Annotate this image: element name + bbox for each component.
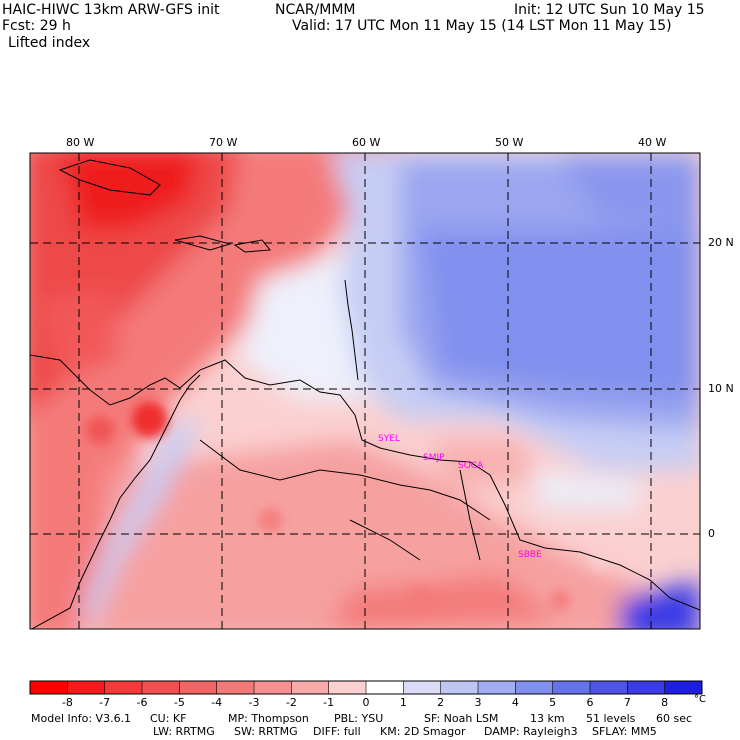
lon-label-80w: 80 W xyxy=(66,136,95,149)
colorbar-tick-label: -5 xyxy=(173,696,185,709)
field-shading xyxy=(30,153,700,629)
colorbar-swatch xyxy=(291,681,330,694)
colorbar-tick-label: -1 xyxy=(323,696,335,709)
station-smjp: SMJP xyxy=(423,453,445,463)
model-title: HAIC-HIWC 13km ARW-GFS init xyxy=(2,2,220,18)
colorbar-swatch xyxy=(478,681,516,694)
colorbar-tick-label: -2 xyxy=(285,696,297,709)
colorbar-swatch xyxy=(440,681,479,694)
colorbar-swatch xyxy=(328,681,367,694)
colorbar-tick-label: 0 xyxy=(362,696,370,709)
shortwave-scheme: SW: RRTMG xyxy=(234,725,298,738)
colorbar-tick-label: 7 xyxy=(623,696,631,709)
colorbar-swatch xyxy=(142,681,180,694)
model-info: Model Info: V3.6.1 xyxy=(31,712,132,725)
colorbar-swatch xyxy=(515,681,554,694)
cumulus-scheme: CU: KF xyxy=(150,712,187,725)
microphysics-scheme: MP: Thompson xyxy=(228,712,309,725)
colorbar-tick-label: 6 xyxy=(586,696,594,709)
colorbar-tick-label: 2 xyxy=(437,696,445,709)
org-label: NCAR/MMM xyxy=(275,2,356,18)
station-syel: SYEL xyxy=(378,434,400,444)
damping: DAMP: Rayleigh3 xyxy=(484,725,578,738)
lat-label-0: 0 xyxy=(708,527,715,540)
time-step: 60 sec xyxy=(656,712,693,725)
colorbar-swatch xyxy=(30,681,68,694)
station-sbbe: SBBE xyxy=(518,550,542,560)
colorbar-swatch xyxy=(366,681,404,694)
colorbar xyxy=(29,680,703,695)
lat-label-20n: 20 N xyxy=(708,236,734,249)
vertical-levels: 51 levels xyxy=(586,712,636,725)
lon-label-60w: 60 W xyxy=(352,136,381,149)
km-option: KM: 2D Smagor xyxy=(380,725,466,738)
surface-layer: SFLAY: MM5 xyxy=(592,725,657,738)
field-name: Lifted index xyxy=(8,35,91,51)
graticule xyxy=(30,153,700,629)
station-soca: SOCA xyxy=(458,461,484,471)
colorbar-tick-label: 8 xyxy=(661,696,669,709)
colorbar-tick-label: -3 xyxy=(248,696,260,709)
diffusion: DIFF: full xyxy=(313,725,361,738)
colorbar-swatch xyxy=(664,681,703,694)
surface-scheme: SF: Noah LSM xyxy=(424,712,499,725)
colorbar-tick-label: 4 xyxy=(511,696,519,709)
colorbar-tick-label: 1 xyxy=(399,696,407,709)
colorbar-swatch xyxy=(216,681,255,694)
colorbar-unit: °C xyxy=(694,694,706,705)
lon-label-40w: 40 W xyxy=(638,136,667,149)
init-time: Init: 12 UTC Sun 10 May 15 xyxy=(514,2,705,18)
lon-label-70w: 70 W xyxy=(209,136,238,149)
colorbar-swatch xyxy=(179,681,218,694)
colorbar-tick-label: -8 xyxy=(61,696,73,709)
lat-label-10n: 10 N xyxy=(708,382,734,395)
colorbar-swatch xyxy=(403,681,442,694)
colorbar-tick-label: 3 xyxy=(474,696,482,709)
colorbar-tick-label: -7 xyxy=(99,696,111,709)
colorbar-swatch xyxy=(104,681,143,694)
colorbar-swatch xyxy=(67,681,106,694)
valid-time: Valid: 17 UTC Mon 11 May 15 (14 LST Mon … xyxy=(292,18,672,34)
resolution: 13 km xyxy=(530,712,565,725)
forecast-hour: Fcst: 29 h xyxy=(2,18,71,34)
colorbar-tick-label: 5 xyxy=(549,696,557,709)
lon-label-50w: 50 W xyxy=(495,136,524,149)
colorbar-tick-label: -4 xyxy=(211,696,223,709)
colorbar-swatch xyxy=(254,681,292,694)
colorbar-tick-label: -6 xyxy=(136,696,148,709)
colorbar-swatch xyxy=(627,681,666,694)
colorbar-swatch xyxy=(590,681,628,694)
colorbar-swatch xyxy=(552,681,591,694)
pbl-scheme: PBL: YSU xyxy=(334,712,384,725)
longwave-scheme: LW: RRTMG xyxy=(153,725,215,738)
map-frame xyxy=(29,152,701,630)
